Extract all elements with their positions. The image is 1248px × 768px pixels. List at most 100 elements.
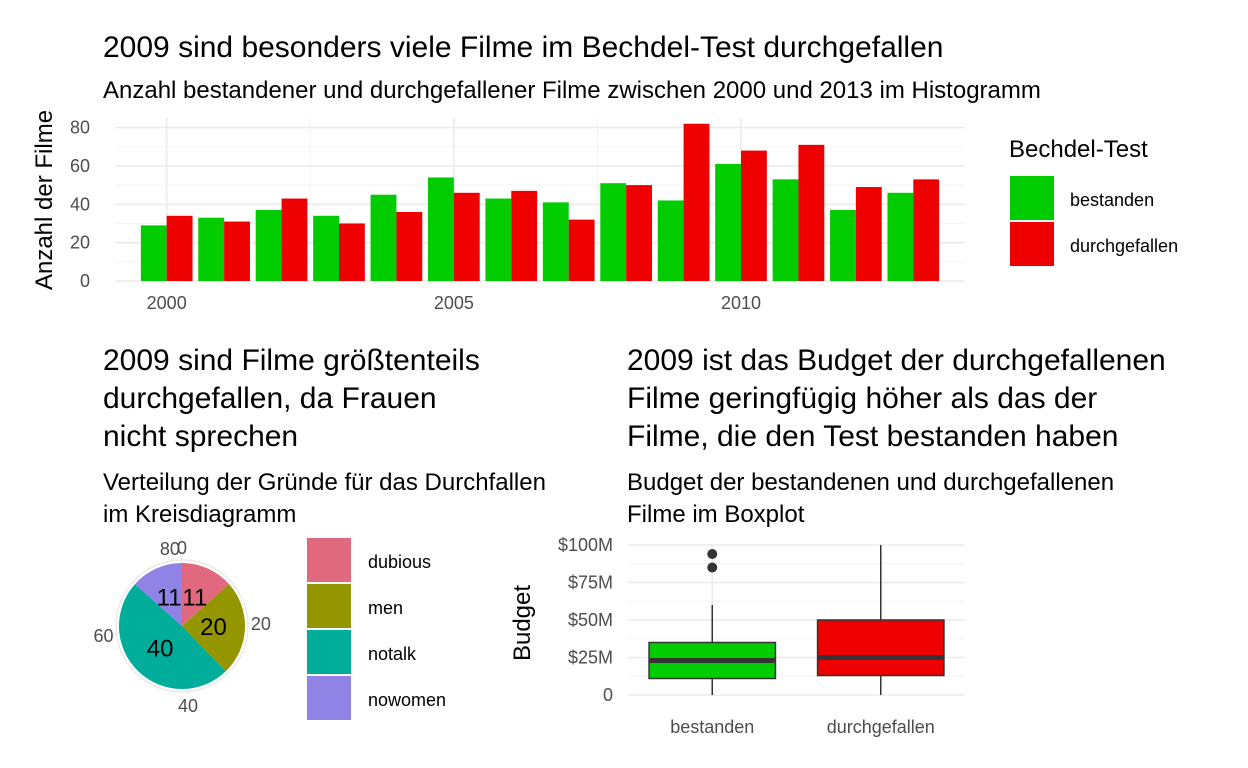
pie-ring-tick-labels: 0 20 40 60 80	[94, 538, 271, 716]
boxplot-title-line-1: 2009 ist das Budget der durchgefallenen	[627, 344, 1166, 377]
boxplot-x-tick-labels: bestanden durchgefallen	[670, 717, 935, 737]
boxplot-y-tick-label: $75M	[568, 573, 613, 593]
histogram-bar-bestanden-2009	[657, 200, 684, 281]
pie-slice-dubious	[182, 563, 230, 626]
pie-title-line-3: nicht sprechen	[103, 420, 298, 453]
histogram-bar-bestanden-2008	[600, 183, 627, 281]
pie-legend-label-nowomen: nowomen	[368, 690, 446, 710]
histogram-bar-durchgefallen-2003	[338, 223, 365, 281]
histogram-y-tick-label: 0	[80, 271, 90, 291]
histogram-bar-durchgefallen-2011	[798, 144, 825, 281]
pie-legend-key-dubious	[307, 538, 351, 582]
boxplot-y-tick-label: 0	[603, 685, 613, 705]
pie-ring-tick-label: 20	[251, 614, 271, 634]
boxplot-subtitle-line-1: Budget der bestandenen und durchgefallen…	[627, 469, 1114, 496]
histogram-y-tick-labels: 0 20 40 60 80	[70, 118, 90, 291]
histogram-bar-bestanden-2000	[140, 225, 167, 281]
histogram-bar-durchgefallen-2004	[396, 211, 423, 281]
histogram-x-tick-labels: 2000 2005 2010	[147, 293, 761, 313]
histogram-x-tick-label: 2010	[721, 293, 761, 313]
pie-ring-grid	[113, 557, 251, 695]
pie-ring-tick-label: 0	[177, 538, 187, 558]
boxplot-boxes	[648, 545, 945, 695]
histogram-bar-durchgefallen-2010	[741, 150, 767, 281]
pie-slice-labels: 11 20 40 11	[147, 584, 227, 662]
histogram-bars	[140, 123, 940, 282]
boxplot-outlier-bestanden	[707, 562, 718, 573]
pie-ring-tick-label: 80	[160, 539, 180, 559]
histogram-y-tick-label: 40	[70, 194, 90, 214]
pie-legend-key-men	[307, 584, 351, 628]
boxplot-y-axis-title: Budget	[509, 585, 536, 661]
pie-slices	[119, 563, 245, 689]
pie-legend-label-men: men	[368, 598, 403, 618]
pie-slice-label-men: 20	[200, 614, 227, 641]
pie-legend: dubious men notalk nowomen	[307, 538, 446, 720]
pie-panel: 2009 sind Filme größtenteils durchgefall…	[94, 344, 546, 720]
histogram-y-axis-title: Anzahl der Filme	[31, 110, 58, 290]
pie-slice-notalk	[119, 584, 226, 689]
pie-slice-label-notalk: 40	[147, 636, 174, 663]
legend-title: Bechdel-Test	[1009, 136, 1148, 163]
histogram-bar-durchgefallen-2007	[568, 219, 595, 281]
boxplot-x-tick-label: bestanden	[670, 717, 754, 737]
boxplot-y-tick-labels: 0 $25M $50M $75M $100M	[558, 535, 613, 705]
histogram-bar-bestanden-2001	[198, 217, 225, 281]
boxplot-x-tick-label: durchgefallen	[827, 717, 935, 737]
boxplot-y-tick-label: $25M	[568, 648, 613, 668]
histogram-legend: Bechdel-Test bestanden durchgefallen	[1009, 136, 1178, 266]
pie-slice-men	[182, 584, 245, 672]
histogram-bar-durchgefallen-2000	[166, 215, 193, 281]
legend-label-bestanden: bestanden	[1070, 190, 1154, 210]
histogram-bar-bestanden-2011	[772, 179, 799, 281]
histogram-x-tick-label: 2000	[147, 293, 187, 313]
boxplot-y-tick-label: $50M	[568, 610, 613, 630]
histogram-y-tick-label: 80	[70, 118, 90, 138]
pie-ring-tick	[113, 632, 120, 635]
histogram-bar-bestanden-2010	[715, 164, 742, 281]
pie-slice-label-dubious: 11	[182, 584, 207, 611]
boxplot-subtitle-line-2: Filme im Boxplot	[627, 501, 805, 528]
histogram-bar-durchgefallen-2008	[626, 185, 652, 281]
histogram-y-tick-label: 20	[70, 233, 90, 253]
histogram-bar-durchgefallen-2002	[281, 198, 308, 281]
pie-subtitle-line-2: im Kreisdiagramm	[103, 501, 296, 528]
histogram-panel: 2009 sind besonders viele Filme im Bechd…	[31, 31, 1178, 313]
legend-label-durchgefallen: durchgefallen	[1070, 236, 1178, 256]
boxplot-title-line-2: Filme geringfügig höher als das der	[627, 382, 1097, 415]
pie-legend-label-dubious: dubious	[368, 552, 431, 572]
boxplot-box-durchgefallen	[816, 619, 945, 677]
histogram-bar-durchgefallen-2012	[855, 187, 882, 281]
histogram-subtitle: Anzahl bestandener und durchgefallener F…	[103, 77, 1041, 104]
boxplot-y-tick-label: $100M	[558, 535, 613, 555]
histogram-bar-durchgefallen-2009	[683, 123, 710, 282]
pie-title-line-2: durchgefallen, da Frauen	[103, 382, 437, 415]
boxplot-outlier-bestanden	[707, 549, 718, 559]
histogram-bar-bestanden-2007	[542, 202, 569, 281]
histogram-y-tick-label: 60	[70, 156, 90, 176]
legend-key-bestanden	[1010, 176, 1054, 220]
histogram-title: 2009 sind besonders viele Filme im Bechd…	[103, 31, 943, 64]
histogram-bar-durchgefallen-2001	[224, 221, 250, 281]
histogram-bar-bestanden-2012	[830, 210, 856, 281]
boxplot-title-line-3: Filme, die den Test bestanden haben	[627, 420, 1118, 453]
histogram-bar-bestanden-2005	[428, 177, 454, 281]
pie-slice-label-nowomen: 11	[157, 584, 182, 611]
histogram-bar-bestanden-2002	[255, 210, 282, 281]
histogram-bar-durchgefallen-2006	[511, 190, 538, 281]
pie-legend-key-notalk	[307, 630, 351, 674]
histogram-bar-bestanden-2013	[887, 192, 914, 281]
histogram-bar-bestanden-2006	[485, 198, 512, 281]
pie-ring-tick	[170, 557, 174, 564]
pie-legend-label-notalk: notalk	[368, 644, 417, 664]
histogram-x-tick-label: 2005	[434, 293, 474, 313]
legend-key-durchgefallen	[1010, 222, 1054, 266]
pie-ring-tick-label: 40	[178, 696, 198, 716]
histogram-bar-durchgefallen-2013	[913, 179, 940, 281]
histogram-bar-bestanden-2003	[313, 215, 339, 281]
pie-subtitle-line-1: Verteilung der Gründe für das Durchfalle…	[103, 469, 546, 496]
pie-legend-key-nowomen	[307, 676, 351, 720]
pie-title-line-1: 2009 sind Filme größtenteils	[103, 344, 480, 377]
pie-slice-nowomen	[134, 563, 182, 626]
